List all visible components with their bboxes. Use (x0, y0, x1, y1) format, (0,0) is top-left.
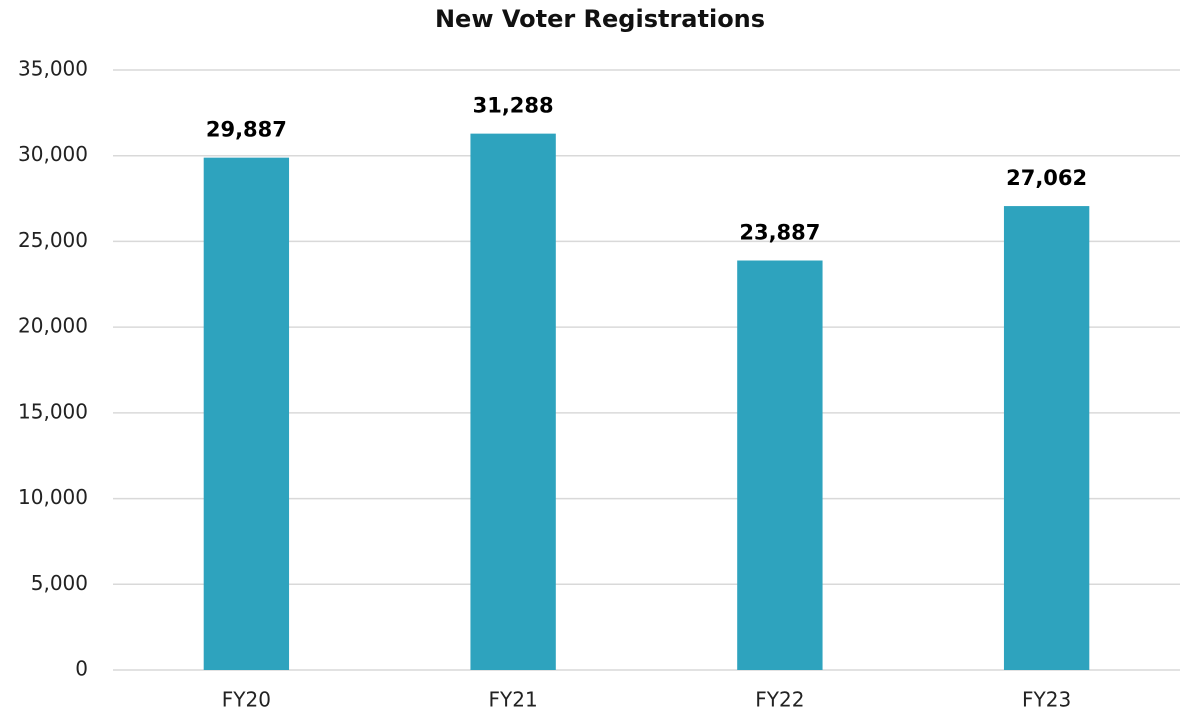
x-tick-label: FY21 (489, 688, 538, 712)
x-tick-label: FY22 (755, 688, 804, 712)
y-tick-label: 5,000 (31, 571, 88, 595)
y-tick-label: 35,000 (18, 57, 88, 81)
y-tick-label: 30,000 (18, 142, 88, 166)
bar (737, 260, 823, 670)
bar (470, 133, 556, 671)
data-label: 23,887 (739, 221, 820, 245)
data-label: 31,288 (473, 94, 554, 118)
data-label: 29,887 (206, 118, 287, 142)
y-tick-label: 0 (75, 657, 88, 681)
y-tick-label: 20,000 (18, 314, 88, 338)
bar (203, 157, 290, 670)
x-tick-label: FY23 (1022, 688, 1071, 712)
y-tick-label: 10,000 (18, 485, 88, 509)
x-tick-label: FY20 (222, 688, 271, 712)
y-tick-label: 15,000 (18, 399, 88, 423)
bar (1003, 206, 1090, 670)
y-tick-label: 25,000 (18, 228, 88, 252)
chart-title: New Voter Registrations (435, 5, 765, 33)
data-label: 27,062 (1006, 166, 1087, 190)
